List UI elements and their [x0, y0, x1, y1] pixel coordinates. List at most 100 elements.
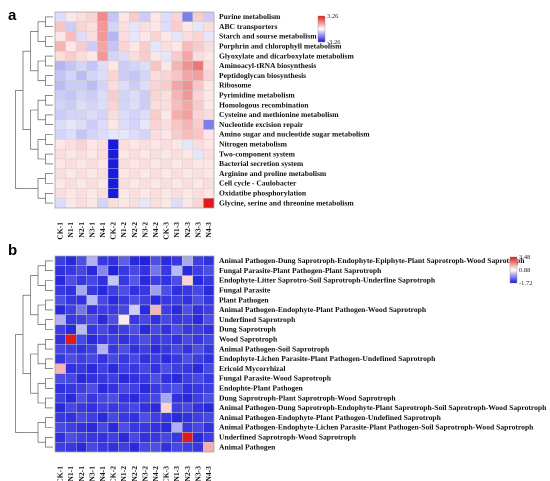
heatmap-cell	[139, 363, 151, 374]
heatmap-cell	[128, 324, 140, 335]
heatmap-cell	[171, 304, 183, 316]
heatmap-cell	[181, 31, 193, 42]
heatmap-cell	[203, 304, 215, 316]
heatmap-cell	[118, 41, 130, 52]
heatmap-cell	[139, 255, 151, 267]
heatmap-cell	[54, 168, 66, 179]
heatmap-cell	[192, 422, 204, 433]
heatmap-cell	[203, 432, 215, 443]
heatmap-cell	[128, 90, 140, 101]
heatmap-cell	[75, 41, 87, 52]
heatmap-cell	[160, 168, 172, 179]
heatmap-cell	[150, 188, 162, 199]
heatmap-cell	[171, 139, 183, 150]
heatmap-cell	[107, 285, 119, 296]
heatmap-cell	[181, 324, 193, 335]
heatmap-cell	[75, 412, 87, 423]
heatmap-cell	[150, 119, 162, 130]
heatmap-cell	[54, 255, 66, 267]
column-label: N4-3	[204, 222, 213, 238]
heatmap-cell	[75, 324, 87, 335]
heatmap-cell	[181, 363, 193, 374]
heatmap-cell	[171, 373, 183, 384]
heatmap-cell	[150, 99, 162, 111]
heatmap-cell	[75, 80, 87, 91]
heatmap-cell	[160, 60, 172, 72]
heatmap-cell	[203, 109, 215, 121]
heatmap-cell	[192, 363, 204, 374]
row-label: Starch and sourse metabolism	[219, 32, 317, 41]
heatmap-cell	[97, 31, 109, 42]
column-label: N1-3	[172, 222, 181, 238]
heatmap-cell	[181, 412, 193, 423]
heatmap-cell	[192, 275, 204, 286]
heatmap-cell	[192, 295, 204, 306]
heatmap-cells	[54, 255, 215, 453]
heatmap-cell	[160, 188, 172, 199]
heatmap-cell	[139, 139, 151, 150]
heatmap-cell	[107, 393, 119, 404]
heatmap-cell	[118, 178, 130, 189]
dendrogram-branch	[45, 173, 53, 184]
heatmap-cell	[54, 129, 66, 140]
heatmap-cell	[203, 70, 215, 81]
row-label: Aminoacyl-tRNA biosynthesis	[219, 61, 316, 70]
heatmap-cell	[160, 353, 172, 365]
heatmap-cell	[107, 99, 119, 111]
heatmap-cell	[160, 99, 172, 111]
dendrogram-branch	[30, 275, 38, 316]
heatmap-cell	[203, 188, 215, 199]
heatmap-cell	[192, 314, 204, 325]
heatmap-cell	[160, 148, 172, 160]
heatmap-cell	[65, 158, 77, 170]
heatmap-cell	[75, 109, 87, 121]
heatmap-cell	[97, 51, 109, 62]
dendrogram-branch	[45, 55, 53, 67]
column-label: N4-1	[98, 222, 107, 238]
heatmap-cell	[97, 119, 109, 130]
heatmap-cell	[118, 275, 130, 286]
heatmap-cell	[97, 99, 109, 111]
heatmap-cell	[150, 295, 162, 306]
heatmap-cell	[65, 70, 77, 81]
heatmap-cell	[139, 314, 151, 325]
heatmap-cell	[203, 314, 215, 325]
heatmap-cell	[65, 109, 77, 121]
heatmap-cell	[192, 324, 204, 335]
heatmap-cell	[203, 383, 215, 394]
dendrogram-branch	[37, 60, 46, 81]
heatmap-cell	[107, 383, 119, 394]
heatmap-cell	[75, 432, 87, 443]
heatmap-cell	[181, 129, 193, 140]
heatmap-cell	[181, 158, 193, 170]
heatmap-cell	[160, 119, 172, 130]
heatmap-cell	[160, 432, 172, 443]
heatmap-cell	[171, 41, 183, 52]
dendrogram-branch	[45, 193, 53, 204]
heatmap-cell	[107, 188, 119, 199]
heatmap-cell	[181, 373, 193, 384]
heatmap-cell	[160, 197, 172, 209]
heatmap-cell	[139, 41, 151, 52]
heatmap-cell	[118, 285, 130, 296]
heatmap-cell	[65, 344, 77, 355]
heatmap-cell	[86, 295, 98, 306]
heatmap-cell	[128, 285, 140, 296]
heatmap-cell	[203, 119, 215, 130]
heatmap-cell	[181, 383, 193, 394]
heatmap-cell	[171, 90, 183, 101]
heatmap-cell	[150, 197, 162, 209]
heatmap-cell	[181, 70, 193, 81]
heatmap-cell	[86, 109, 98, 121]
heatmap-cell	[107, 304, 119, 316]
color-scale-tick-label: -3.26	[327, 39, 341, 46]
heatmap-cell	[75, 70, 87, 81]
heatmap-cell	[171, 275, 183, 286]
heatmap-cell	[192, 11, 204, 23]
heatmap-cell	[97, 265, 109, 276]
heatmap-cell	[97, 295, 109, 306]
heatmap-cell	[171, 402, 183, 414]
heatmap-cell	[171, 70, 183, 81]
row-label: Nitrogen metabolism	[219, 139, 288, 148]
heatmap-cell	[160, 21, 172, 32]
